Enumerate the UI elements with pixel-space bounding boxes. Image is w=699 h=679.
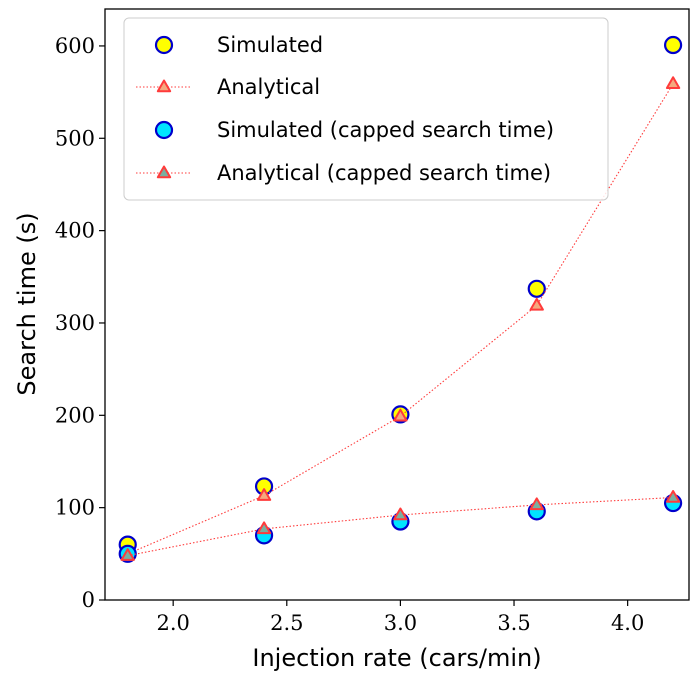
legend-entry: Simulated (154, 33, 323, 57)
series-3 (120, 489, 681, 561)
data-point (527, 279, 546, 298)
y-tick-label: 600 (55, 34, 95, 58)
data-point (665, 76, 681, 90)
x-axis-ticks: 2.0 2.5 3.0 3.5 4.0 (156, 600, 644, 635)
y-tick-label: 100 (55, 496, 95, 520)
data-point (529, 297, 544, 311)
legend: Simulated Analytical Simulated (capped sea… (123, 17, 609, 201)
y-tick-label: 400 (55, 219, 95, 243)
legend-entry: Simulated (capped search time) (154, 118, 554, 142)
data-point (665, 489, 681, 503)
plot-frame (104, 8, 690, 601)
x-axis-title: Injection rate (cars/min) (252, 644, 541, 672)
y-tick-label: 300 (55, 311, 95, 335)
legend-box (123, 17, 609, 201)
x-tick-label: 2.5 (270, 611, 303, 635)
data-point (256, 521, 272, 535)
x-tick-label: 3.0 (384, 611, 417, 635)
legend-label: Analytical (217, 75, 320, 99)
legend-entry: Analytical (136, 75, 320, 99)
x-tick-label: 2.0 (156, 611, 189, 635)
data-point (529, 497, 544, 511)
series-line (127, 83, 674, 555)
legend-entry: Analytical (capped search time) (136, 161, 551, 185)
data-point (120, 548, 135, 561)
y-tick-label: 500 (55, 126, 95, 150)
x-tick-label: 4.0 (611, 611, 644, 635)
legend-label: Simulated (capped search time) (217, 118, 554, 142)
legend-marker (154, 120, 174, 140)
plot-marks (118, 35, 683, 563)
data-point (663, 35, 683, 55)
legend-marker (156, 79, 172, 93)
legend-marker (154, 35, 174, 55)
y-tick-label: 0 (82, 588, 95, 612)
legend-marker (156, 165, 172, 179)
y-axis-title: Search time (s) (13, 212, 41, 395)
y-axis-ticks: 0 100 200 300 400 500 600 (55, 34, 105, 612)
legend-label: Analytical (capped search time) (217, 161, 551, 185)
y-tick-label: 200 (55, 403, 95, 427)
series-0 (118, 35, 683, 554)
data-point (256, 488, 272, 501)
data-point (393, 507, 408, 521)
series-2 (118, 493, 683, 563)
data-point (393, 408, 408, 422)
legend-label: Simulated (217, 33, 323, 57)
x-tick-label: 3.5 (497, 611, 530, 635)
